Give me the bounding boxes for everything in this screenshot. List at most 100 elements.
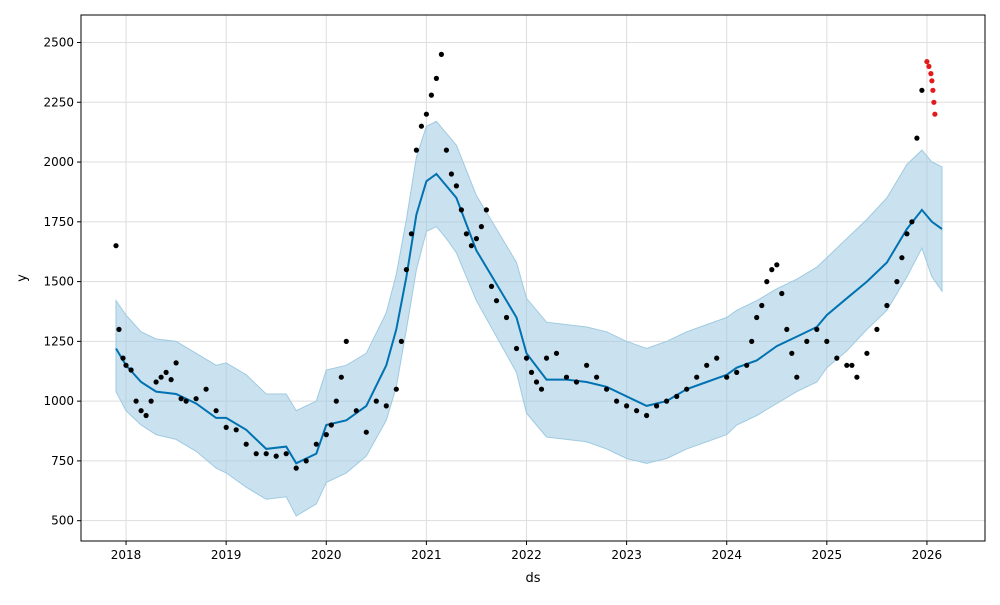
x-tick-label: 2022	[511, 548, 542, 562]
observed-point	[684, 386, 690, 392]
observed-point	[163, 369, 169, 375]
observed-point	[704, 362, 710, 368]
observed-point	[408, 231, 414, 237]
observed-point	[128, 367, 134, 373]
observed-point	[403, 267, 409, 273]
observed-point	[473, 236, 479, 242]
observed-point	[438, 51, 444, 58]
observed-point	[303, 458, 309, 464]
x-tick-label: 2020	[311, 548, 342, 562]
observed-point	[283, 451, 289, 457]
recent-point	[924, 59, 930, 65]
observed-point	[533, 379, 540, 385]
observed-point	[899, 255, 905, 261]
observed-point	[864, 350, 870, 356]
x-tick-label: 2026	[912, 548, 943, 562]
y-tick-label: 1750	[43, 215, 74, 229]
observed-points-layer	[113, 51, 925, 471]
observed-point	[604, 386, 610, 392]
observed-point	[754, 314, 760, 321]
uncertainty-band	[115, 120, 943, 517]
observed-point	[573, 379, 580, 385]
observed-point	[553, 350, 560, 356]
observed-point	[448, 171, 454, 177]
observed-point	[874, 326, 880, 332]
observed-point	[563, 374, 570, 380]
observed-point	[538, 386, 545, 392]
observed-point	[493, 298, 500, 304]
observed-point	[854, 374, 860, 380]
observed-point	[644, 412, 650, 419]
observed-point	[769, 267, 775, 273]
observed-point	[624, 403, 630, 409]
observed-point	[418, 123, 424, 129]
uncertainty-band-layer	[115, 120, 943, 517]
observed-point	[353, 408, 359, 414]
x-tick-label: 2024	[711, 548, 742, 562]
recent-point	[932, 111, 938, 117]
observed-point	[488, 283, 495, 289]
observed-point	[674, 393, 680, 399]
observed-point	[824, 338, 830, 344]
observed-point	[183, 398, 189, 404]
y-axis-ticks: 500 750 1000 1250 1500 1750 2000 2250 2500	[43, 35, 81, 528]
observed-point	[714, 355, 720, 361]
observed-point	[116, 326, 122, 332]
observed-point	[120, 355, 126, 361]
x-axis-label: ds	[525, 571, 540, 586]
observed-point	[834, 355, 840, 361]
observed-point	[273, 453, 279, 459]
observed-point	[253, 451, 259, 457]
observed-point	[463, 231, 469, 237]
observed-point	[143, 412, 149, 419]
observed-point	[243, 441, 249, 447]
observed-point	[694, 374, 700, 380]
observed-point	[468, 243, 474, 249]
observed-point	[443, 147, 449, 153]
y-tick-label: 2500	[43, 35, 74, 49]
observed-point	[158, 374, 164, 380]
observed-point	[373, 398, 379, 404]
y-tick-label: 2000	[43, 155, 74, 169]
observed-point	[764, 279, 770, 285]
observed-point	[193, 396, 199, 402]
observed-point	[614, 398, 620, 404]
observed-point	[844, 362, 850, 368]
plot-frame	[80, 14, 986, 542]
observed-point	[914, 135, 920, 141]
observed-point	[774, 262, 780, 268]
observed-point	[584, 362, 590, 368]
observed-point	[433, 75, 439, 81]
y-tick-label: 500	[51, 514, 74, 528]
observed-point	[724, 374, 730, 380]
observed-point	[293, 465, 299, 471]
observed-point	[594, 374, 600, 380]
y-tick-label: 1250	[43, 334, 74, 348]
observed-point	[543, 355, 550, 361]
observed-point	[313, 441, 319, 447]
observed-point	[458, 207, 464, 213]
recent-point	[929, 78, 935, 84]
observed-point	[744, 362, 750, 368]
observed-point	[654, 403, 660, 409]
observed-point	[794, 374, 800, 380]
recent-point	[928, 71, 934, 77]
observed-point	[634, 408, 640, 414]
y-axis-label: y	[15, 274, 30, 282]
observed-point	[528, 369, 535, 375]
observed-point	[138, 408, 144, 414]
observed-point	[523, 355, 530, 361]
forecast-line	[115, 172, 943, 465]
y-tick-label: 1000	[43, 394, 74, 408]
observed-point	[213, 408, 219, 414]
observed-point	[478, 224, 484, 230]
observed-point	[849, 362, 855, 368]
observed-point	[233, 427, 239, 433]
observed-point	[814, 326, 820, 332]
observed-point	[173, 360, 179, 366]
y-tick-label: 2250	[43, 95, 74, 109]
observed-point	[383, 403, 389, 409]
observed-point	[779, 290, 785, 297]
observed-point	[789, 350, 795, 356]
